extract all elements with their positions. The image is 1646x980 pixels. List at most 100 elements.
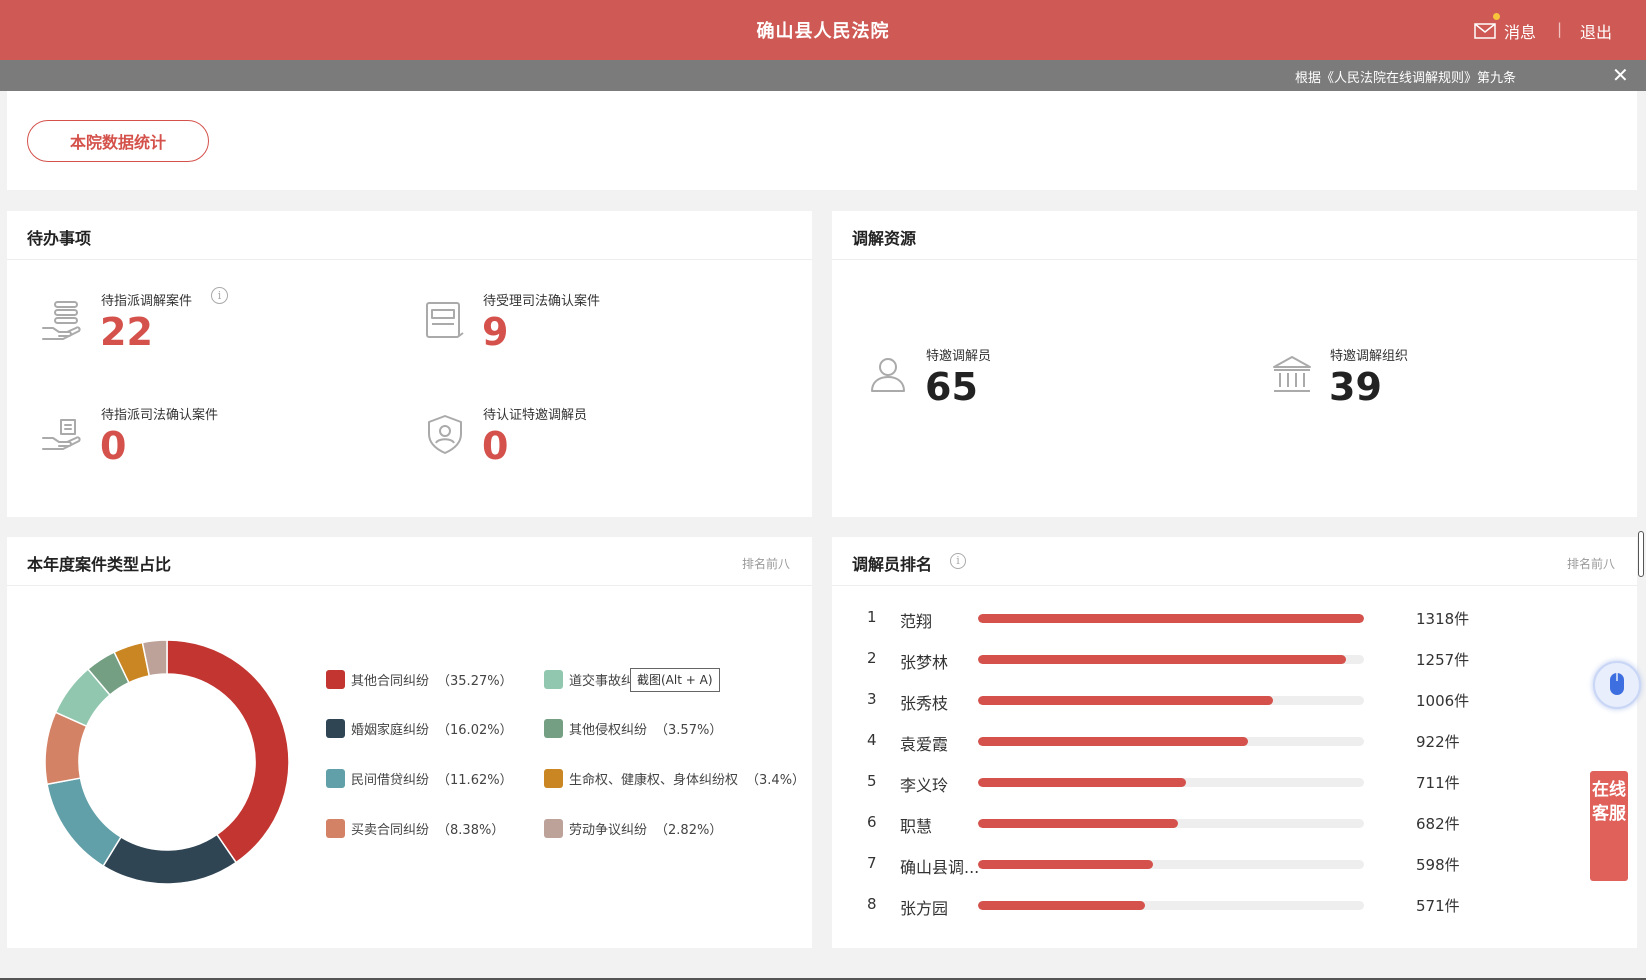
donut-slice[interactable] [102, 833, 238, 885]
rank-bar-fill [978, 655, 1347, 664]
legend-name: 生命权、健康权、身体纠纷权 [569, 773, 739, 788]
rank-bar-track [978, 819, 1364, 828]
todo-label: 待认证特邀调解员 [483, 408, 588, 423]
panel-header: 本年度案件类型占比 排名前八 [7, 537, 812, 586]
todo-label: 待受理司法确认案件 [483, 294, 601, 309]
donut-slice[interactable] [166, 639, 290, 864]
rank-number: 6 [867, 813, 877, 831]
case-count: 1318件 [1416, 610, 1470, 628]
rank-bar-fill [978, 778, 1187, 787]
ranking-row[interactable]: 4 袁爱霞 922件 [852, 731, 1622, 754]
mediator-name: 职慧 [900, 817, 933, 836]
case-count: 922件 [1416, 733, 1460, 751]
ranking-row[interactable]: 1 范翔 1318件 [852, 608, 1622, 631]
legend-item[interactable]: 买卖合同纠纷 （8.38%） [326, 819, 504, 838]
mouse-icon [1610, 673, 1624, 695]
ranking-row[interactable]: 2 张梦林 1257件 [852, 649, 1622, 672]
rank-bar-fill [978, 737, 1249, 746]
rank-bar-track [978, 655, 1364, 664]
legend-swatch [326, 670, 345, 689]
panel-header: 调解资源 [832, 211, 1637, 260]
legend-name: 其他侵权纠纷 [569, 723, 648, 738]
ranking-row[interactable]: 7 确山县调... 598件 [852, 854, 1622, 877]
legend-item[interactable]: 其他侵权纠纷 （3.57%） [544, 719, 722, 738]
rank-bar-track [978, 696, 1364, 705]
court-title: 确山县人民法院 [756, 21, 890, 42]
info-icon[interactable]: i [211, 287, 228, 304]
donut-slice[interactable] [46, 777, 122, 867]
legend-swatch [326, 719, 345, 738]
notice-bar: 根据《人民法院在线调解规则》第九条 ✕ [0, 60, 1646, 91]
ranking-row[interactable]: 3 张秀枝 1006件 [852, 690, 1622, 713]
legend-percent: （2.82%） [655, 823, 723, 838]
todo-value: 9 [482, 310, 509, 354]
rank-bar-track [978, 901, 1364, 910]
legend-item[interactable]: 生命权、健康权、身体纠纷权 （3.4%） [544, 769, 805, 788]
legend-name: 其他合同纠纷 [351, 674, 430, 689]
rank-number: 3 [867, 690, 877, 708]
case-count: 1257件 [1416, 651, 1470, 669]
top-eight-link[interactable]: 排名前八 [1566, 557, 1615, 571]
top-eight-link[interactable]: 排名前八 [741, 557, 790, 571]
legend-name: 买卖合同纠纷 [351, 823, 430, 838]
legend-swatch [544, 719, 563, 738]
legend-item[interactable]: 其他合同纠纷 （35.27%） [326, 670, 513, 689]
legend-item[interactable]: 道交事故纠纷 [544, 670, 655, 689]
legend-item[interactable]: 民间借贷纠纷 （11.62%） [326, 769, 513, 788]
legend-swatch [544, 670, 563, 689]
close-icon[interactable]: ✕ [1612, 63, 1629, 87]
bottom-border [0, 978, 1646, 980]
rank-bar-track [978, 778, 1364, 787]
resources-title: 调解资源 [852, 229, 917, 248]
rank-bar-track [978, 737, 1364, 746]
rank-bar-fill [978, 614, 1364, 623]
todo-value: 0 [100, 424, 127, 468]
legend-item[interactable]: 劳动争议纠纷 （2.82%） [544, 819, 722, 838]
resources-panel: 调解资源 特邀调解员 65 特邀调解组织 39 [832, 211, 1637, 517]
rank-number: 4 [867, 731, 877, 749]
panel-header: 调解员排名 i 排名前八 [832, 537, 1637, 586]
mediator-ranking-panel: 调解员排名 i 排名前八 1 范翔 1318件 2 张梦林 1257件 3 张秀枝 1006件 4… [832, 537, 1637, 948]
todo-value: 22 [100, 310, 153, 354]
resource-value: 65 [925, 365, 978, 409]
institution-icon [1273, 356, 1311, 392]
rank-bar-track [978, 614, 1364, 623]
legend-percent: （35.27%） [437, 674, 513, 689]
mediator-name: 张方园 [900, 899, 949, 918]
case-count: 1006件 [1416, 692, 1470, 710]
online-service-button[interactable]: 在线客服 [1590, 771, 1628, 881]
case-count: 711件 [1416, 774, 1460, 792]
floating-assistant-button[interactable] [1593, 661, 1641, 709]
stats-panel: 本院数据统计 [7, 91, 1637, 190]
rank-bar-fill [978, 696, 1273, 705]
legend-swatch [326, 819, 345, 838]
rank-bar-fill [978, 901, 1146, 910]
scrollbar-thumb[interactable] [1638, 531, 1644, 577]
mediator-name: 确山县调... [900, 858, 980, 877]
legend-item[interactable]: 婚姻家庭纠纷 （16.02%） [326, 719, 513, 738]
shield-person-icon [428, 415, 462, 454]
mediator-name: 张秀枝 [900, 694, 949, 713]
legend-percent: （11.62%） [437, 773, 513, 788]
person-icon [871, 358, 905, 392]
ranking-title: 调解员排名 [852, 555, 933, 574]
top-bar: 确山县人民法院 消息 | 退出 [0, 0, 1646, 60]
messages-link[interactable]: 消息 [1474, 13, 1536, 43]
rank-number: 7 [867, 854, 877, 872]
case-count: 682件 [1416, 815, 1460, 833]
rank-bar-fill [978, 819, 1178, 828]
logout-link[interactable]: 退出 [1580, 23, 1613, 42]
legend-percent: （3.57%） [655, 723, 723, 738]
hand-stack-icon [42, 301, 81, 340]
court-stats-button[interactable]: 本院数据统计 [27, 120, 209, 162]
info-icon[interactable]: i [950, 553, 966, 569]
mediator-name: 范翔 [900, 612, 933, 631]
ranking-row[interactable]: 8 张方园 571件 [852, 895, 1622, 918]
case-type-panel: 本年度案件类型占比 排名前八 其他合同纠纷 （35.27%） 道交事故纠纷 婚姻… [7, 537, 812, 948]
legend-percent: （8.38%） [437, 823, 505, 838]
mediator-name: 张梦林 [900, 653, 949, 672]
ranking-row[interactable]: 6 职慧 682件 [852, 813, 1622, 836]
ranking-row[interactable]: 5 李义玲 711件 [852, 772, 1622, 795]
todo-panel: 待办事项 待指派调解案件 i 22 待受理司法确认案件 9 [7, 211, 812, 517]
donut-slice[interactable] [141, 639, 168, 677]
